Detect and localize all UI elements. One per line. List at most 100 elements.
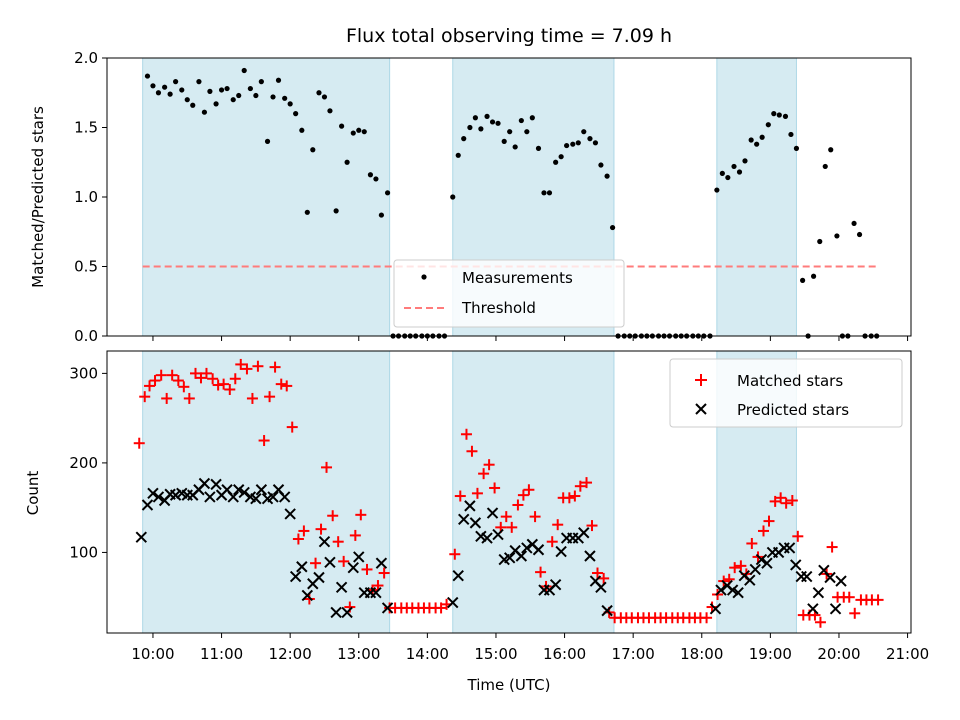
measurement-point <box>356 127 362 133</box>
measurement-point <box>327 108 333 114</box>
x-tick-label: 14:00 <box>406 645 449 663</box>
count-axes-frame <box>106 350 912 634</box>
matched-star-point <box>281 380 293 392</box>
predicted-star-point <box>824 571 836 584</box>
predicted-star-point <box>521 542 533 554</box>
matched-star-point <box>746 537 758 549</box>
legend-predicted-marker <box>695 403 707 415</box>
predicted-star-point <box>381 602 394 614</box>
x-axis-label: Time (UTC) <box>467 676 551 694</box>
chart-title: Flux total observing time = 7.09 h <box>346 25 672 47</box>
measurement-point <box>207 88 213 94</box>
measurement-point <box>765 122 771 128</box>
matched-star-point <box>529 511 541 523</box>
predicted-star-point <box>755 553 768 566</box>
predicted-star-point <box>835 575 847 587</box>
x-tick-label: 13:00 <box>337 645 380 663</box>
measurement-point <box>489 119 496 125</box>
predicted-star-point <box>801 570 813 583</box>
matched-star-point <box>332 536 344 548</box>
predicted-star-point <box>284 508 296 520</box>
measurement-point <box>782 113 789 119</box>
matched-star-point <box>843 591 855 603</box>
measurement-point <box>834 233 840 239</box>
measurement-point <box>224 85 230 92</box>
matched-star-point <box>471 487 483 499</box>
matched-star-point <box>735 560 747 572</box>
measurement-point <box>512 144 518 150</box>
predicted-star-point <box>341 606 353 619</box>
predicted-star-point <box>347 561 359 574</box>
predicted-star-point <box>141 499 154 511</box>
count-legend-box <box>669 358 903 428</box>
matched-star-point <box>483 459 495 471</box>
matched-star-point <box>166 369 178 381</box>
measurement-point <box>201 109 208 115</box>
measurement-point <box>598 162 604 168</box>
predicted-star-point <box>549 578 562 591</box>
ratio-legend: Measurements Threshold <box>393 259 625 328</box>
matched-star-point <box>200 367 212 379</box>
measurement-point <box>856 231 863 238</box>
matched-star-point <box>581 477 593 489</box>
matched-star-point <box>241 363 253 375</box>
x-tick-label: 10:00 <box>131 645 174 663</box>
measurement-point <box>725 174 731 181</box>
x-tick-label: 18:00 <box>680 645 723 663</box>
measurement-point <box>230 97 236 103</box>
predicted-star-point <box>749 563 761 576</box>
legend-threshold-label: Threshold <box>461 299 536 317</box>
matched-star-point <box>298 525 310 537</box>
matched-star-point <box>139 391 151 403</box>
measurement-point <box>236 92 242 99</box>
measurement-point <box>822 163 828 170</box>
measurement-point <box>570 141 576 147</box>
matched-star-point <box>729 562 741 574</box>
matched-star-point <box>378 567 390 579</box>
matched-star-point <box>460 428 472 440</box>
ratio-y-tick-label: 1.5 <box>74 119 98 137</box>
matched-star-point <box>361 563 373 575</box>
predicted-star-point <box>578 527 590 539</box>
predicted-star-point <box>204 491 216 503</box>
measurement-point <box>190 102 196 108</box>
measurement-point <box>287 101 293 107</box>
measurement-point <box>731 163 737 170</box>
predicted-star-point <box>715 584 727 596</box>
matched-star-point <box>574 480 586 492</box>
predicted-star-point <box>458 513 470 526</box>
matched-star-point <box>286 421 298 433</box>
matched-star-point <box>355 509 367 521</box>
measurement-point <box>592 140 599 146</box>
predicted-star-point <box>318 535 331 548</box>
predicted-star-point <box>135 531 148 543</box>
measurement-point <box>748 137 754 143</box>
predicted-star-point <box>198 477 211 490</box>
matched-star-point <box>466 445 478 457</box>
measurement-point <box>373 176 379 182</box>
measurement-point <box>213 101 219 107</box>
count-y-tick-label: 200 <box>69 454 98 472</box>
x-tick-label: 17:00 <box>612 645 655 663</box>
predicted-star-point <box>335 581 348 594</box>
predicted-star-point <box>210 478 222 491</box>
measurement-point <box>350 130 356 136</box>
measurement-point <box>800 277 806 283</box>
measurement-point <box>604 173 610 179</box>
ratio-axes-frame <box>106 57 912 337</box>
matched-star-point <box>546 536 558 548</box>
predicted-star-point <box>324 556 336 568</box>
measurement-point <box>609 224 616 231</box>
ratio-y-tick-label: 1.0 <box>74 188 98 206</box>
matched-star-point <box>207 373 219 385</box>
x-tick-label: 11:00 <box>200 645 243 663</box>
ratio-panel: 0.0 0.5 1.0 1.5 2.0 Flux total observing tim… <box>29 25 912 345</box>
measurement-point <box>282 95 288 101</box>
predicted-star-point <box>726 584 739 596</box>
measurement-point <box>529 115 535 121</box>
predicted-star-point <box>486 507 499 519</box>
matched-star-point <box>872 594 884 606</box>
measurement-point <box>455 152 461 158</box>
measurement-point <box>558 154 564 160</box>
x-tick-label: 12:00 <box>269 645 312 663</box>
